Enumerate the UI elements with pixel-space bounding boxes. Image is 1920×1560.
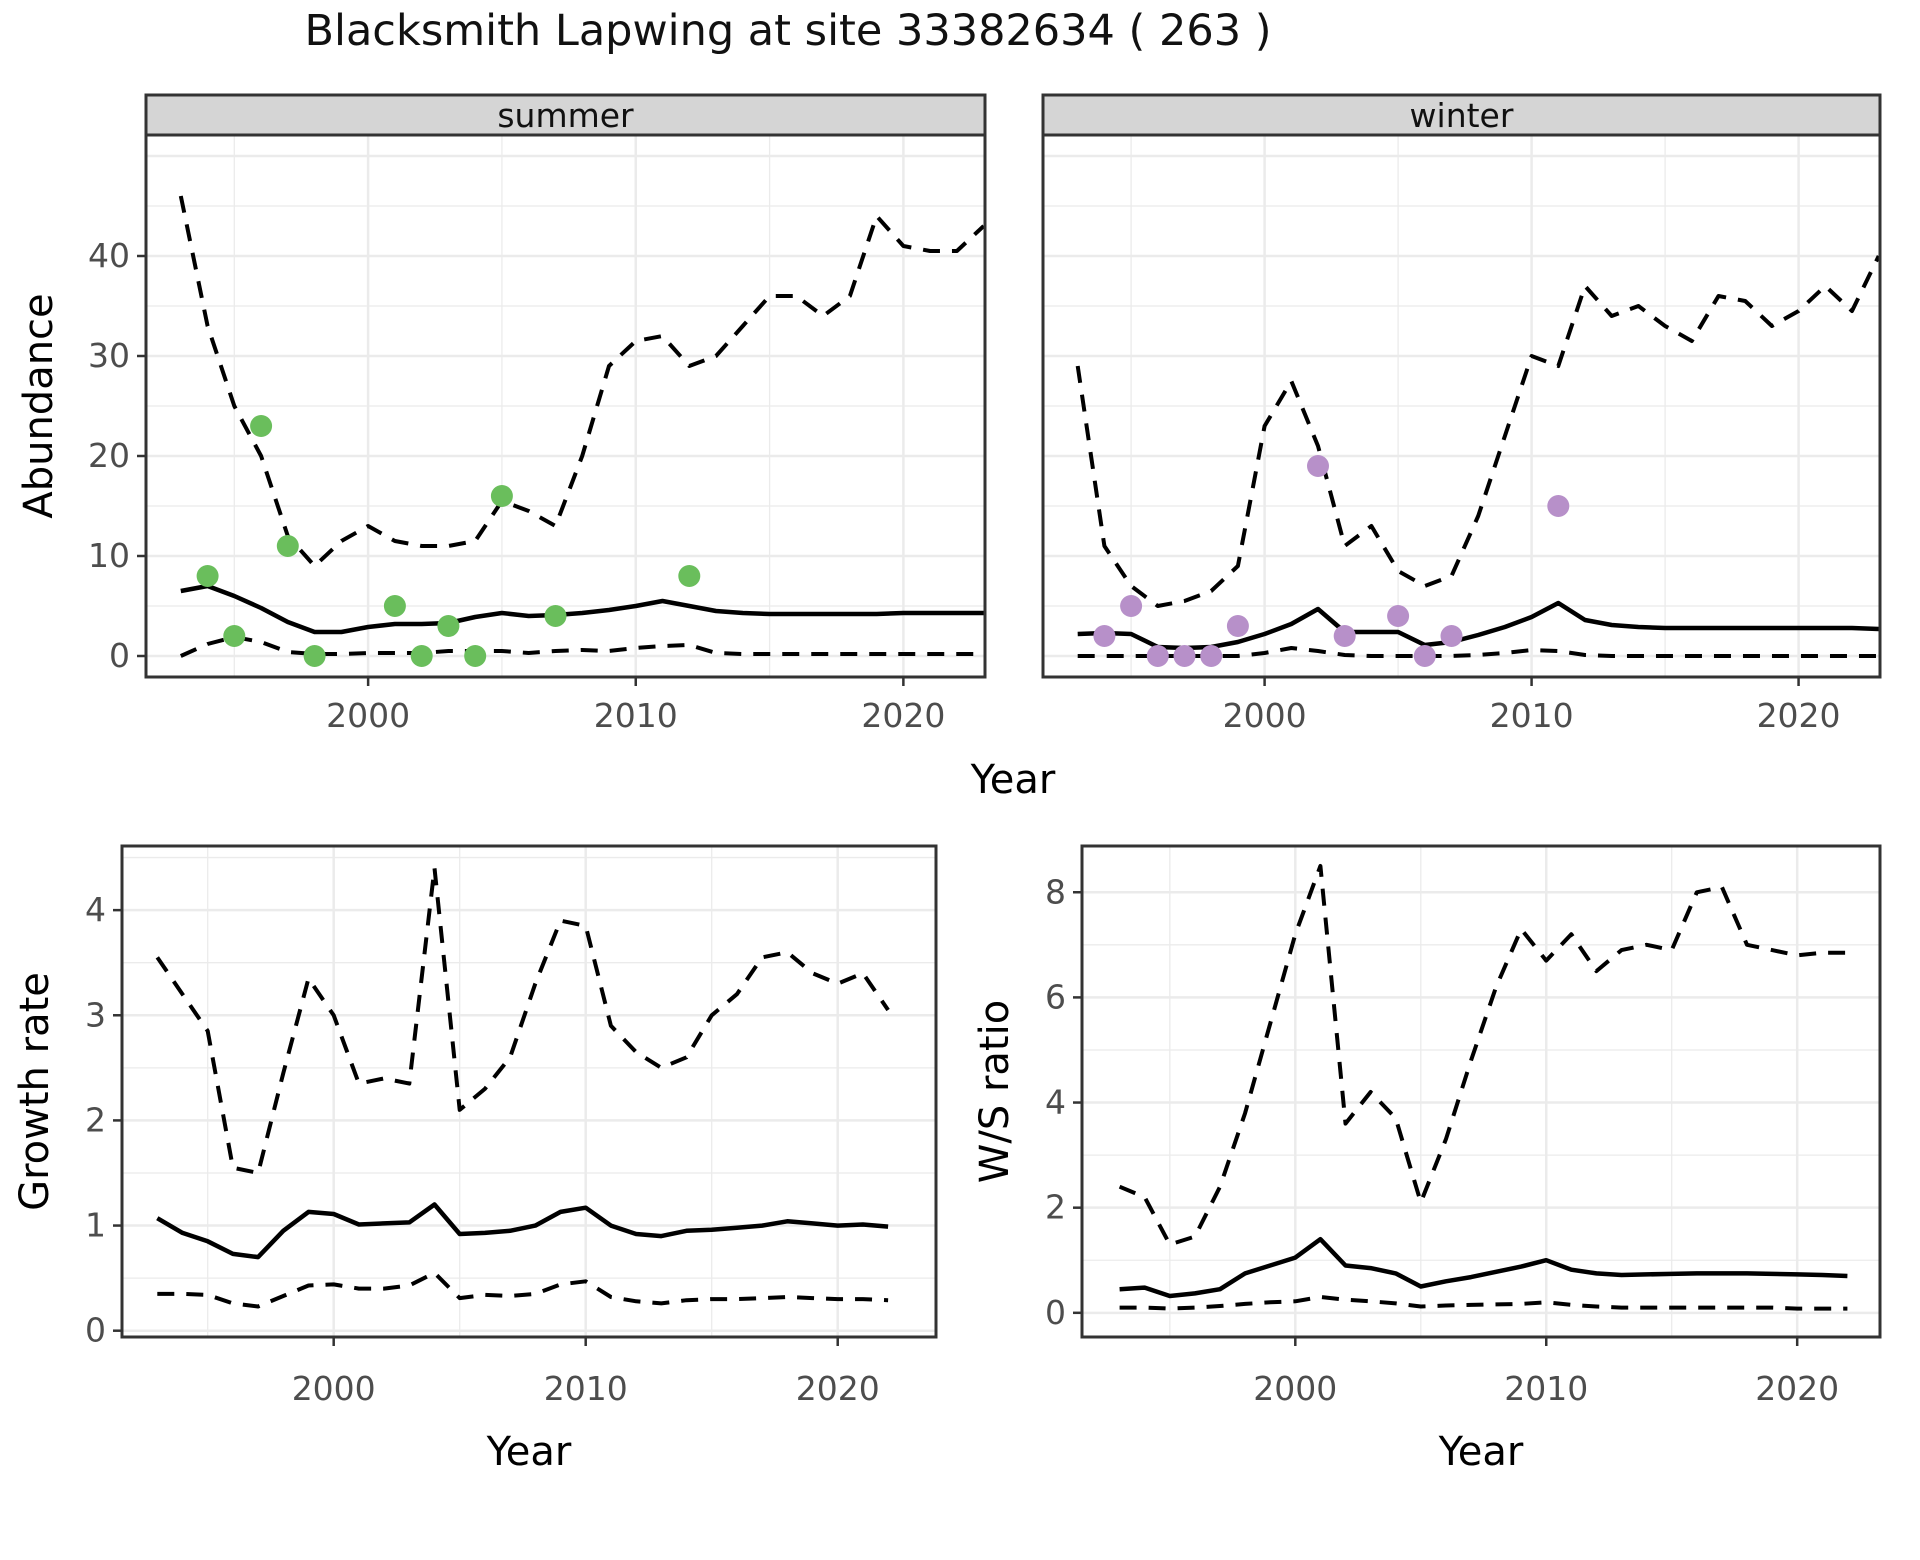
ws-ratio-x-tick-label: 2000 [1253,1369,1337,1408]
x-axis-title-year-growth: Year [486,1429,572,1475]
ws-ratio-y-tick-label: 6 [1045,977,1066,1016]
ws-ratio-x-tick-label: 2010 [1504,1369,1588,1408]
growth-rate-x-tick-label: 2020 [796,1369,880,1408]
abundance-winter-observed-point [1547,495,1570,517]
growth-rate-x-tick-label: 2010 [544,1369,628,1408]
abundance-summer-x-tick-label: 2010 [594,696,678,735]
growth-rate-y-tick-label: 2 [85,1100,106,1139]
ws-ratio-ci_lower-line [1119,1295,1848,1311]
abundance-summer-y-tick-label: 10 [88,536,130,575]
abundance-winter-x-tick-label: 2020 [1757,696,1841,735]
growth-rate-y-tick-label: 1 [85,1206,106,1245]
abundance-summer-observed-point [196,565,219,587]
abundance-winter-observed-point [1146,645,1169,667]
ws-ratio-y-tick-label: 8 [1045,872,1066,911]
abundance-summer-ci_upper-line [178,195,986,568]
abundance-summer-observed-point [678,565,701,587]
abundance-summer-x-tick-label: 2000 [326,696,410,735]
abundance-winter-observed-point [1093,625,1116,647]
x-axis-title-year-ws: Year [1438,1429,1524,1475]
growth-rate-x-tick-label: 2000 [292,1369,376,1408]
abundance-winter-observed-point [1413,645,1436,667]
abundance-winter-observed-point [1333,625,1356,647]
abundance-summer-x-tick-label: 2020 [861,696,945,735]
chart-title: Blacksmith Lapwing at site 33382634 ( 26… [304,6,1272,56]
abundance-winter-ci_lower-line [1077,646,1879,658]
growth-rate-y-tick-label: 3 [85,995,106,1034]
abundance-summer-observed-point [437,615,460,637]
abundance-summer-y-tick-label: 40 [88,236,130,275]
abundance-summer-median-line [180,583,984,635]
abundance-winter-observed-point [1173,645,1196,667]
abundance-summer-ci_lower-line [179,635,984,658]
abundance-winter-observed-point [1387,605,1410,627]
ws-ratio-x-tick-label: 2020 [1755,1369,1839,1408]
abundance-winter-observed-point [1226,615,1249,637]
abundance-summer-facet-strip [144,93,987,137]
growth-rate-y-tick-label: 4 [85,890,106,929]
abundance-summer-y-tick-label: 30 [88,336,130,375]
y-axis-title-ws-ratio: W/S ratio [972,1000,1018,1183]
growth-rate-ci_upper-line [155,866,890,1175]
abundance-winter-ci_upper-line [1075,255,1881,608]
abundance-summer-y-tick-label: 20 [88,436,130,475]
abundance-winter-observed-point [1440,625,1463,647]
ws-ratio-panel-background [1082,846,1880,1337]
abundance-summer-observed-point [490,485,513,507]
growth-rate-ci_lower-line [157,1270,889,1309]
ws-ratio-y-tick-label: 0 [1045,1293,1066,1332]
abundance-summer-observed-point [250,415,273,437]
ws-ratio-y-tick-label: 2 [1045,1188,1066,1227]
abundance-summer-observed-point [303,645,326,667]
abundance-summer-observed-point [464,645,487,667]
growth-rate-y-tick-label: 0 [85,1311,106,1350]
abundance-summer-observed-point [276,535,299,557]
growth-rate-panel-background [122,846,936,1337]
ws-ratio-ci_upper-line [1118,864,1848,1247]
abundance-winter-observed-point [1307,455,1329,477]
abundance-summer-observed-point [410,645,433,667]
abundance-summer-observed-point [223,625,246,647]
abundance-summer-facet-label: summer [497,96,634,135]
abundance-winter-x-tick-label: 2000 [1223,696,1307,735]
abundance-summer-observed-point [544,605,567,627]
ws-ratio-y-tick-label: 4 [1045,1083,1066,1122]
ws-ratio-panel-border [1080,844,1882,1339]
y-axis-title-abundance: Abundance [16,293,62,518]
growth-rate-panel-border [120,844,938,1339]
x-axis-title-year-top: Year [970,757,1056,803]
y-axis-title-growth-rate: Growth rate [12,972,58,1211]
growth-rate-median-line [156,1202,889,1260]
abundance-winter-x-tick-label: 2010 [1490,696,1574,735]
abundance-winter-facet-label: winter [1410,96,1514,135]
abundance-winter-facet-strip [1041,93,1882,137]
ws-ratio-median-line [1119,1236,1848,1299]
abundance-summer-y-tick-label: 0 [109,636,130,675]
abundance-winter-observed-point [1120,595,1143,617]
abundance-summer-observed-point [383,595,406,617]
abundance-winter-observed-point [1200,645,1223,667]
